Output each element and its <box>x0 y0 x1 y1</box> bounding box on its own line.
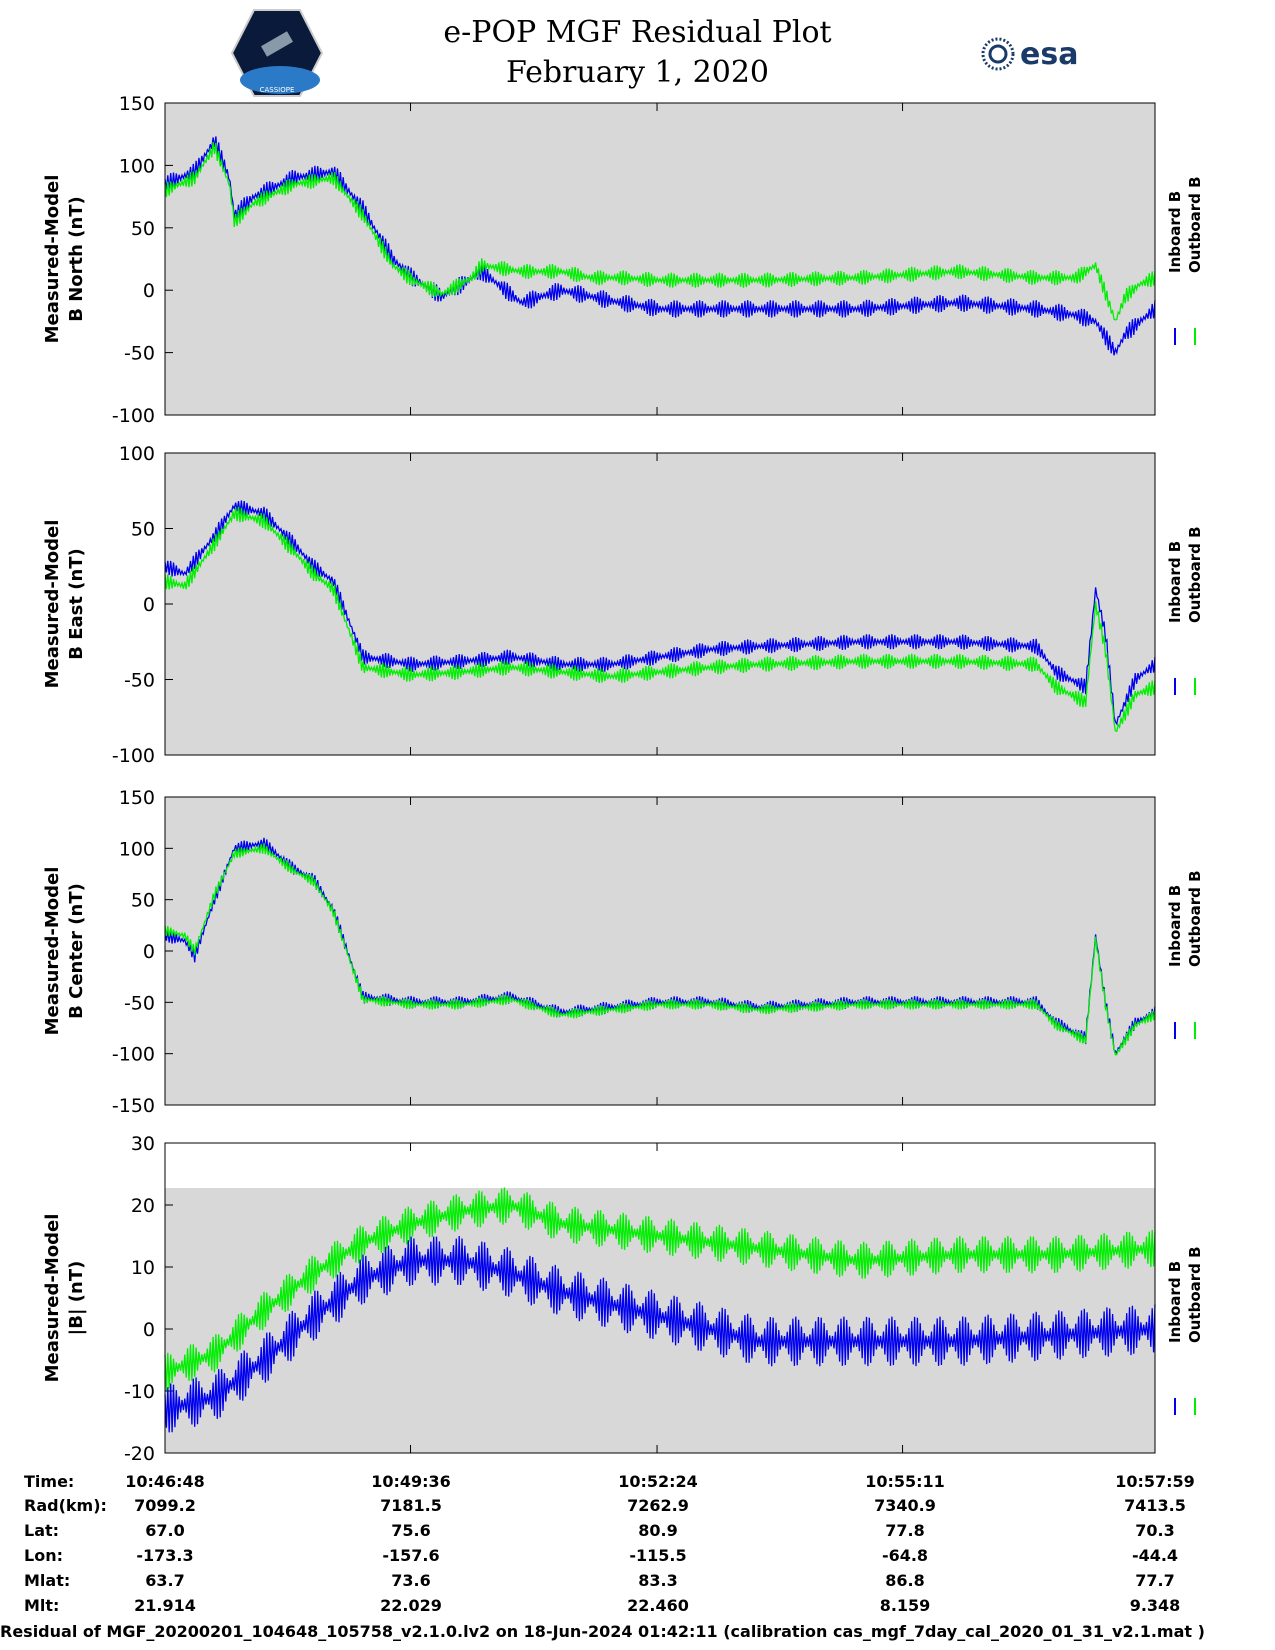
info-row-label: Rad(km): <box>24 1496 107 1515</box>
y-axis-label: B East (nT) <box>66 548 87 660</box>
esa-logo: esa <box>981 37 1078 72</box>
info-cell: 67.0 <box>145 1521 185 1540</box>
series-line-inboard <box>164 1235 1156 1433</box>
y-tick-label: 0 <box>143 280 155 302</box>
info-row-label: Time: <box>24 1472 75 1491</box>
y-tick-label: 100 <box>119 838 155 860</box>
y-tick-label: 30 <box>131 1133 155 1155</box>
info-row-label: Lon: <box>24 1546 63 1565</box>
y-tick-label: 0 <box>143 594 155 616</box>
legend-label: Inboard B <box>1166 1261 1184 1343</box>
info-cell: 7413.5 <box>1124 1496 1186 1515</box>
legend-label: Inboard B <box>1166 541 1184 623</box>
info-cell: 10:46:48 <box>125 1472 205 1491</box>
info-cell: 83.3 <box>638 1571 678 1590</box>
info-cell: 80.9 <box>638 1521 678 1540</box>
y-axis-label: Measured-Model <box>42 867 63 1036</box>
info-cell: 86.8 <box>885 1571 925 1590</box>
legend-label: Outboard B <box>1186 176 1204 273</box>
y-tick-label: 50 <box>131 519 155 541</box>
info-cell: 8.159 <box>879 1596 931 1615</box>
y-tick-label: -20 <box>124 1443 155 1465</box>
y-tick-label: 50 <box>131 890 155 912</box>
legend-label: Outboard B <box>1186 526 1204 623</box>
info-cell: 10:52:24 <box>618 1472 698 1491</box>
y-tick-label: -50 <box>124 992 155 1014</box>
info-cell: 73.6 <box>391 1571 431 1590</box>
info-cell: 77.7 <box>1135 1571 1175 1590</box>
info-cell: 10:57:59 <box>1115 1472 1195 1491</box>
info-cell: 7340.9 <box>874 1496 936 1515</box>
info-cell: -44.4 <box>1131 1546 1179 1565</box>
panel-border <box>164 452 1156 756</box>
info-cell: -115.5 <box>629 1546 687 1565</box>
y-axis-label: Measured-Model <box>42 175 63 344</box>
series-line-inboard <box>164 136 1156 356</box>
y-tick-label: 150 <box>119 93 155 115</box>
info-row-label: Lat: <box>24 1521 60 1540</box>
info-cell: 75.6 <box>391 1521 431 1540</box>
y-axis-label: Measured-Model <box>42 520 63 689</box>
info-cell: 9.348 <box>1129 1596 1181 1615</box>
panel-background <box>165 453 1155 755</box>
panel-border <box>164 102 1156 416</box>
info-row-label: Mlt: <box>24 1596 60 1615</box>
chart-date: February 1, 2020 <box>505 55 769 90</box>
y-tick-label: -150 <box>112 1095 155 1117</box>
legend-label: Outboard B <box>1186 1246 1204 1343</box>
y-tick-label: 100 <box>119 155 155 177</box>
y-tick-label: 100 <box>119 443 155 465</box>
svg-text:esa: esa <box>1020 37 1078 72</box>
y-tick-label: 10 <box>131 1257 155 1279</box>
panel-border <box>164 796 1156 1106</box>
legend-label: Inboard B <box>1166 885 1184 967</box>
y-tick-label: 0 <box>143 941 155 963</box>
info-cell: -157.6 <box>382 1546 440 1565</box>
footer-caption: Residual of MGF_20200201_104648_105758_v… <box>0 1622 1205 1641</box>
series-line-outboard <box>164 141 1156 321</box>
info-row-label: Mlat: <box>24 1571 71 1590</box>
cassiope-logo: CASSIOPE <box>230 9 324 97</box>
series-line-outboard <box>164 506 1156 733</box>
info-cell: 7262.9 <box>627 1496 689 1515</box>
y-tick-label: -100 <box>112 405 155 427</box>
series-line-outboard <box>164 843 1156 1056</box>
chart-title: e-POP MGF Residual Plot <box>443 15 832 50</box>
svg-text:CASSIOPE: CASSIOPE <box>260 86 295 94</box>
info-cell: 22.460 <box>627 1596 689 1615</box>
info-cell: 7181.5 <box>380 1496 442 1515</box>
panel-border <box>164 1142 1156 1454</box>
y-tick-label: -10 <box>124 1381 155 1403</box>
y-axis-label: B North (nT) <box>66 196 87 322</box>
info-cell: -173.3 <box>136 1546 194 1565</box>
y-tick-label: 150 <box>119 787 155 809</box>
info-cell: 70.3 <box>1135 1521 1175 1540</box>
y-tick-label: -50 <box>124 343 155 365</box>
info-cell: 7099.2 <box>134 1496 196 1515</box>
legend-label: Outboard B <box>1186 870 1204 967</box>
panel-background <box>165 103 1155 415</box>
y-axis-label: B Center (nT) <box>66 883 87 1019</box>
y-axis-label: |B| (nT) <box>66 1261 87 1336</box>
info-cell: 77.8 <box>885 1521 925 1540</box>
info-cell: 10:49:36 <box>371 1472 451 1491</box>
legend-label: Inboard B <box>1166 191 1184 273</box>
info-cell: 63.7 <box>145 1571 185 1590</box>
y-tick-label: 0 <box>143 1319 155 1341</box>
info-cell: -64.8 <box>881 1546 929 1565</box>
info-cell: 21.914 <box>134 1596 196 1615</box>
y-tick-label: 20 <box>131 1195 155 1217</box>
info-cell: 10:55:11 <box>865 1472 945 1491</box>
y-tick-label: -50 <box>124 670 155 692</box>
y-tick-label: -100 <box>112 1044 155 1066</box>
y-tick-label: -100 <box>112 745 155 767</box>
series-line-outboard <box>164 1187 1156 1391</box>
y-axis-label: Measured-Model <box>42 1214 63 1383</box>
series-line-inboard <box>164 500 1156 726</box>
y-tick-label: 50 <box>131 218 155 240</box>
info-cell: 22.029 <box>380 1596 442 1615</box>
panel-background <box>165 797 1155 1105</box>
